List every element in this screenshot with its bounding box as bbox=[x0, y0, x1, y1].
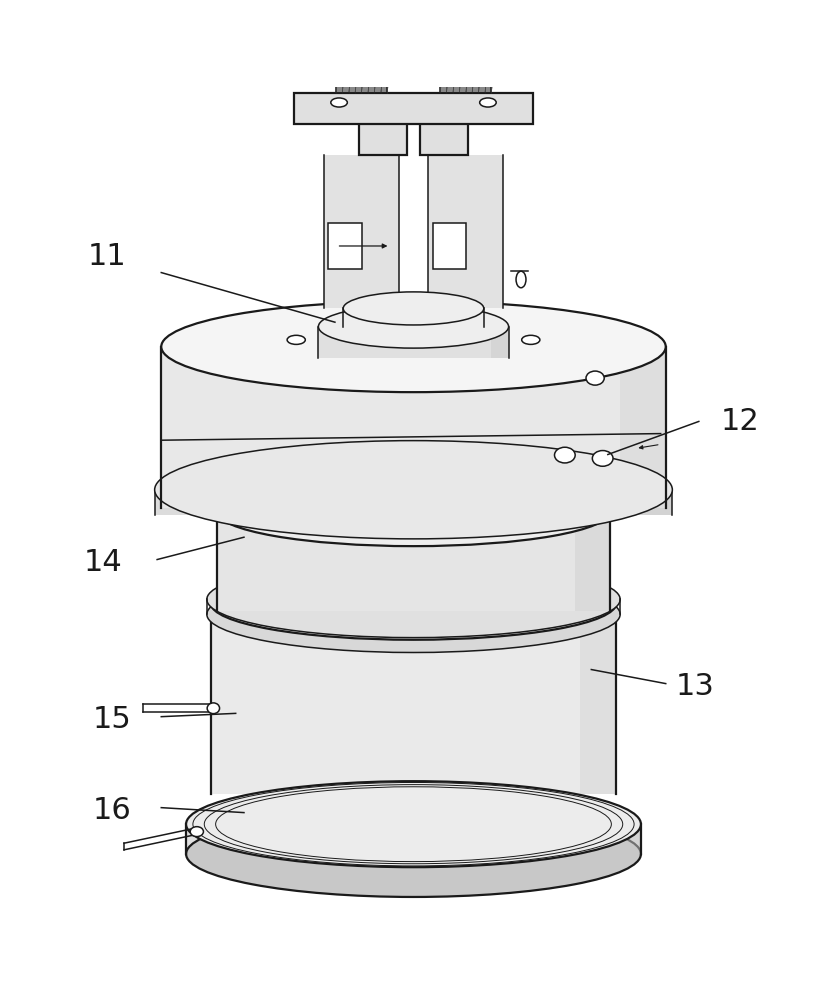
Bar bbox=[328, 223, 362, 269]
Polygon shape bbox=[575, 511, 610, 611]
Ellipse shape bbox=[207, 703, 220, 714]
Ellipse shape bbox=[287, 335, 305, 344]
Text: 12: 12 bbox=[721, 407, 759, 436]
Bar bbox=[420, 116, 468, 155]
Ellipse shape bbox=[554, 447, 575, 463]
Ellipse shape bbox=[338, 335, 356, 344]
Text: 16: 16 bbox=[93, 796, 131, 825]
Ellipse shape bbox=[186, 781, 641, 867]
Ellipse shape bbox=[471, 335, 489, 344]
Polygon shape bbox=[580, 603, 616, 794]
Ellipse shape bbox=[331, 98, 347, 107]
Ellipse shape bbox=[586, 371, 605, 385]
Bar bbox=[428, 155, 503, 308]
Ellipse shape bbox=[480, 98, 496, 107]
Bar bbox=[440, 53, 491, 93]
Bar bbox=[433, 223, 466, 269]
Text: 14: 14 bbox=[84, 548, 122, 577]
Polygon shape bbox=[155, 490, 672, 515]
Ellipse shape bbox=[186, 811, 641, 897]
Bar bbox=[294, 93, 533, 124]
Polygon shape bbox=[186, 824, 641, 854]
Polygon shape bbox=[318, 327, 509, 358]
Polygon shape bbox=[211, 603, 616, 794]
Polygon shape bbox=[217, 511, 610, 611]
Ellipse shape bbox=[207, 561, 620, 638]
Bar bbox=[336, 53, 387, 93]
Polygon shape bbox=[620, 347, 666, 508]
Ellipse shape bbox=[592, 451, 613, 466]
Bar bbox=[359, 116, 407, 155]
Ellipse shape bbox=[318, 305, 509, 348]
Polygon shape bbox=[626, 490, 672, 515]
Polygon shape bbox=[161, 347, 666, 508]
Ellipse shape bbox=[217, 477, 610, 546]
Text: 13: 13 bbox=[675, 672, 715, 701]
Ellipse shape bbox=[211, 567, 616, 640]
Polygon shape bbox=[600, 824, 641, 854]
Polygon shape bbox=[491, 327, 509, 358]
Ellipse shape bbox=[207, 576, 620, 652]
Bar bbox=[324, 155, 399, 308]
Ellipse shape bbox=[343, 292, 484, 325]
Ellipse shape bbox=[190, 827, 203, 837]
Ellipse shape bbox=[161, 301, 666, 392]
Ellipse shape bbox=[522, 335, 540, 344]
Text: 11: 11 bbox=[88, 242, 127, 271]
Polygon shape bbox=[471, 308, 484, 327]
Ellipse shape bbox=[516, 271, 526, 288]
Ellipse shape bbox=[409, 342, 418, 347]
Ellipse shape bbox=[155, 441, 672, 539]
Text: 15: 15 bbox=[93, 705, 131, 734]
Polygon shape bbox=[343, 308, 484, 327]
